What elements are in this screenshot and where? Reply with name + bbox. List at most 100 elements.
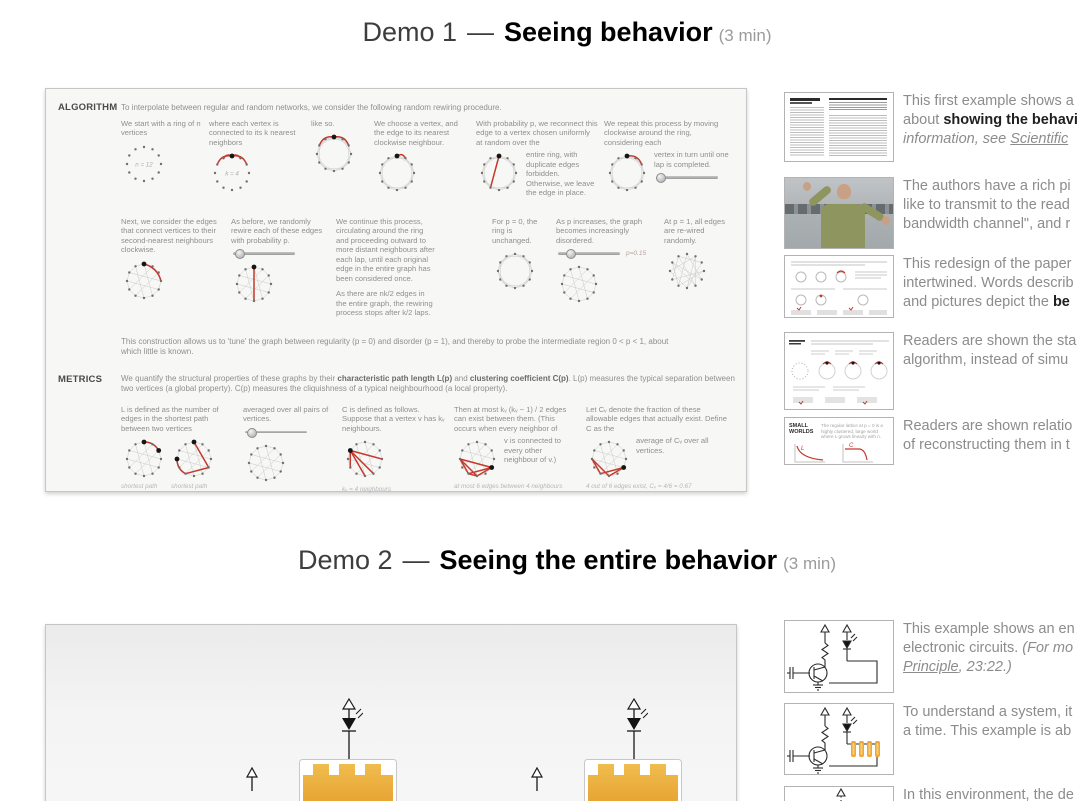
svg-text:n = 12: n = 12 — [135, 161, 153, 168]
metrics-label: METRICS — [58, 374, 103, 385]
speaker-video-still — [785, 178, 893, 248]
metrics-intro-segment: . L(p) measures the typical separation b… — [121, 374, 735, 394]
probability-slider: p=0.15 — [558, 248, 646, 260]
ring-diagram: n = 12 — [125, 145, 163, 183]
scientific-communication-link[interactable]: Scientific — [1010, 131, 1069, 147]
ring-diagram — [590, 441, 628, 478]
algorithm-thumbnail[interactable] — [784, 332, 894, 410]
probability-slider — [656, 172, 718, 184]
note-line: To understand a system, it — [903, 703, 1072, 722]
note-line: intertwined. Words describ — [903, 274, 1074, 293]
note-segment: This first example shows a — [903, 93, 1074, 109]
svg-text:k = 4: k = 4 — [225, 171, 239, 178]
note-line: In this environment, the de — [903, 786, 1074, 801]
algorithm-page — [789, 340, 889, 405]
note-line: algorithm, instead of simu — [903, 351, 1076, 370]
paper-column: Next, we consider the edges that connect… — [121, 217, 223, 306]
paper-column: As before, we randomly rewire each of th… — [231, 217, 327, 310]
note-segment: In this environment, the de — [903, 787, 1074, 801]
demo2-screenshot[interactable] — [45, 624, 737, 801]
ring-diagram — [125, 440, 163, 478]
note-line: Readers are shown relatio — [903, 417, 1072, 436]
input-arrow-icon — [245, 766, 259, 791]
note-line: This first example shows a — [903, 92, 1078, 111]
voltage-block — [584, 759, 682, 801]
redesign-thumbnail[interactable] — [784, 255, 894, 318]
note-segment: and pictures depict the — [903, 294, 1053, 310]
note-segment: Readers are shown relatio — [903, 418, 1073, 434]
led-indicator-icon — [626, 697, 648, 763]
note-segment: intertwined. Words describ — [903, 275, 1074, 291]
note-segment: , 23:22.) — [958, 659, 1012, 675]
redesign-page — [791, 261, 887, 315]
paper-column: Let Cᵥ denote the fraction of these allo… — [586, 405, 727, 491]
metrics-intro-segment: We quantify the structural properties of… — [121, 374, 338, 383]
note-line: like to transmit to the read — [903, 196, 1071, 215]
circuit-thumbnail[interactable] — [784, 620, 894, 693]
smallworlds-thumbnail[interactable]: SMALL WORLDS The regular lattice at p = 0… — [784, 417, 894, 465]
note-segment: (For mo — [1022, 640, 1074, 656]
note-line: electronic circuits. (For mo — [903, 639, 1075, 658]
demo2-heading-prefix: Demo 2 — [297, 545, 393, 575]
note-line: This example shows an en — [903, 620, 1075, 639]
demo1-heading-title: Seeing behavior — [504, 17, 713, 47]
paper-thumbnail[interactable] — [784, 92, 894, 162]
note-segment: algorithm, instead of simu — [903, 352, 1069, 368]
ring-diagram — [560, 266, 598, 303]
paper-column: With probability p, we reconnect this ed… — [476, 119, 598, 198]
note-line: Principle, 23:22.) — [903, 658, 1075, 677]
demo1-screenshot[interactable]: ALGORITHM To interpolate between regular… — [45, 88, 747, 493]
led-indicator-icon — [341, 697, 363, 763]
demo2-heading-title: Seeing the entire behavior — [439, 545, 778, 575]
circuit-schematic — [787, 706, 880, 774]
paper-page — [785, 93, 893, 161]
circuit-schematic — [787, 623, 878, 691]
note-segment: a time. This example is ab — [903, 723, 1072, 739]
paper-column: L is defined as the number of edges in t… — [121, 405, 219, 491]
ring-diagram — [125, 261, 163, 300]
note-segment: To understand a system, it — [903, 704, 1073, 720]
ring-diagram — [458, 441, 496, 478]
note-line: about showing the behavi — [903, 111, 1078, 130]
paper-column: We continue this process, circulating ar… — [336, 217, 435, 318]
paper-column: As p increases, the graph becomes increa… — [556, 217, 658, 310]
note-segment: bandwidth channel", and r — [903, 216, 1071, 232]
paper-column: For p = 0, the ring is unchanged. — [492, 217, 550, 297]
circuit-bars-thumbnail[interactable] — [784, 703, 894, 775]
paper-column: averaged over all pairs of vertices. — [243, 405, 333, 488]
voltage-block — [299, 759, 397, 801]
note-line: This redesign of the paper — [903, 255, 1074, 274]
note-segment: be — [1052, 294, 1070, 310]
ring-diagram — [608, 154, 646, 192]
note-text: The authors have a rich pi like to transm… — [903, 177, 1071, 234]
video-thumbnail[interactable] — [784, 177, 894, 249]
paper-column: We choose a vertex, and the edge to its … — [374, 119, 470, 199]
ring-diagram — [247, 444, 285, 482]
note-segment: This example shows an en — [903, 621, 1075, 637]
construction-paragraph: This construction allows us to 'tune' th… — [121, 337, 669, 357]
paper-column: We repeat this process by moving clockwi… — [604, 119, 732, 196]
demo1-heading-dash: — — [467, 17, 495, 47]
ring-diagram — [480, 154, 518, 192]
small-worlds-page: SMALL WORLDS The regular lattice at p = 0… — [785, 418, 893, 464]
demo2-heading: Demo 2 — Seeing the entire behavior (3 min) — [0, 545, 1092, 576]
note-line: a time. This example is ab — [903, 722, 1072, 741]
probability-slider — [245, 427, 307, 438]
note-line: bandwidth channel", and r — [903, 215, 1071, 234]
note-segment: showing the behavi — [943, 112, 1078, 128]
slider-value-label: p=0.15 — [626, 250, 647, 258]
note-segment: This redesign of the paper — [903, 256, 1072, 272]
ring-diagram — [174, 440, 213, 478]
principle-link[interactable]: Principle — [903, 659, 959, 675]
ring-diagram — [346, 441, 384, 478]
note-segment: electronic circuits. — [903, 640, 1023, 656]
ring-diagram — [378, 154, 416, 192]
probe-thumbnail[interactable] — [784, 786, 894, 801]
note-text: To understand a system, it a time. This e… — [903, 703, 1072, 741]
svg-text:L: L — [801, 446, 804, 452]
svg-text:C: C — [849, 443, 854, 449]
ring-diagram — [315, 135, 353, 173]
note-line: The authors have a rich pi — [903, 177, 1071, 196]
note-line: Readers are shown the sta — [903, 332, 1076, 351]
